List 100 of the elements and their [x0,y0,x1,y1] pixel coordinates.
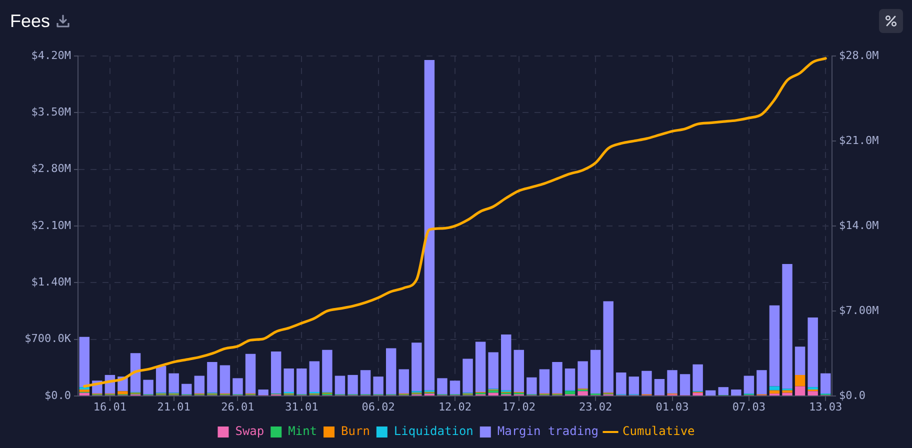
bar [794,374,806,386]
bar [168,373,179,393]
y-tick-label: $700.0K [24,332,72,346]
legend-label: Swap [235,424,264,438]
bar [143,380,154,394]
bar [475,342,486,392]
bar [769,390,780,394]
bar [348,374,358,394]
bar [628,376,640,394]
bar [220,365,230,394]
bar [79,387,90,390]
bar [744,376,754,394]
y-tick-label: $3.50M [31,106,72,119]
bar [488,352,498,389]
bar [692,364,703,392]
bar [424,60,435,390]
x-tick-label: 06.02 [362,400,395,414]
bar [820,373,831,394]
legend-label: Burn [341,424,370,438]
x-tick-label: 21.01 [157,400,190,414]
bar [654,379,665,396]
bar [578,361,588,389]
bar [360,370,371,394]
bar [552,362,562,394]
bar [590,350,601,394]
bar [564,391,576,394]
legend-label: Cumulative [622,424,695,438]
bar [182,384,192,394]
bar [398,369,409,394]
bar [245,354,256,394]
bar [488,390,498,393]
y-tick-label: $2.80M [31,162,72,176]
bar [334,376,346,394]
x-tick-label: 12.02 [438,400,472,414]
bar [794,386,806,396]
bar [437,378,448,394]
bar [450,380,460,394]
legend-label: Liquidation [394,424,474,438]
bar [309,361,320,392]
bar [603,301,614,393]
bar [207,362,218,393]
bar [462,358,473,393]
bar [526,377,537,394]
bar [794,346,806,375]
bar [782,392,792,396]
bar [79,336,90,388]
bar [539,369,550,394]
y-tick-label: $0.0 [44,388,71,402]
bar [642,370,652,394]
x-tick-label: 01.03 [656,400,689,414]
bar [782,390,792,393]
bar [514,350,524,392]
bar [156,366,166,393]
bar [731,390,742,396]
x-tick-label: 26.01 [221,400,254,414]
bar [412,342,422,392]
y2-tick-label: $7.00M [839,304,880,317]
x-tick-label: 13.03 [809,400,842,414]
bar [501,334,512,390]
bar [680,374,690,396]
legend-label: Margin trading [497,424,599,438]
bar [232,378,243,394]
x-tick-label: 17.02 [502,400,536,414]
bar [718,387,728,396]
bar [386,348,396,394]
bar [258,390,268,396]
bar [578,391,588,396]
y2-tick-label: $14.0M [839,218,880,232]
x-tick-label: 23.02 [579,400,612,414]
x-tick-label: 07.03 [732,400,766,414]
y-tick-label: $4.20M [31,48,72,62]
bar [808,387,818,390]
y2-tick-label: $21.0M [839,134,880,147]
bar [769,386,780,390]
bar [564,368,576,390]
bar [130,353,141,392]
bar [808,391,818,396]
y-tick-label: $2.10M [31,218,72,232]
bar [756,370,767,394]
y2-tick-label: $28.0M [839,48,880,62]
legend-label: Mint [288,424,318,438]
bar [296,368,307,394]
y2-tick-label: $0.0 [839,388,866,402]
x-tick-label: 16.01 [93,400,127,414]
bar [782,264,792,389]
bar [118,391,128,394]
line-series [83,57,827,388]
bar [488,392,498,396]
bar [808,317,818,388]
bar [194,376,205,394]
bar [705,390,716,396]
bar [270,351,282,394]
bar [322,350,332,392]
bar [616,372,626,394]
bar [373,376,384,394]
bar [692,392,703,396]
chart-title: Fees [10,10,50,32]
bar [769,305,780,386]
y-tick-label: $1.40M [31,276,72,289]
bar [284,368,294,392]
